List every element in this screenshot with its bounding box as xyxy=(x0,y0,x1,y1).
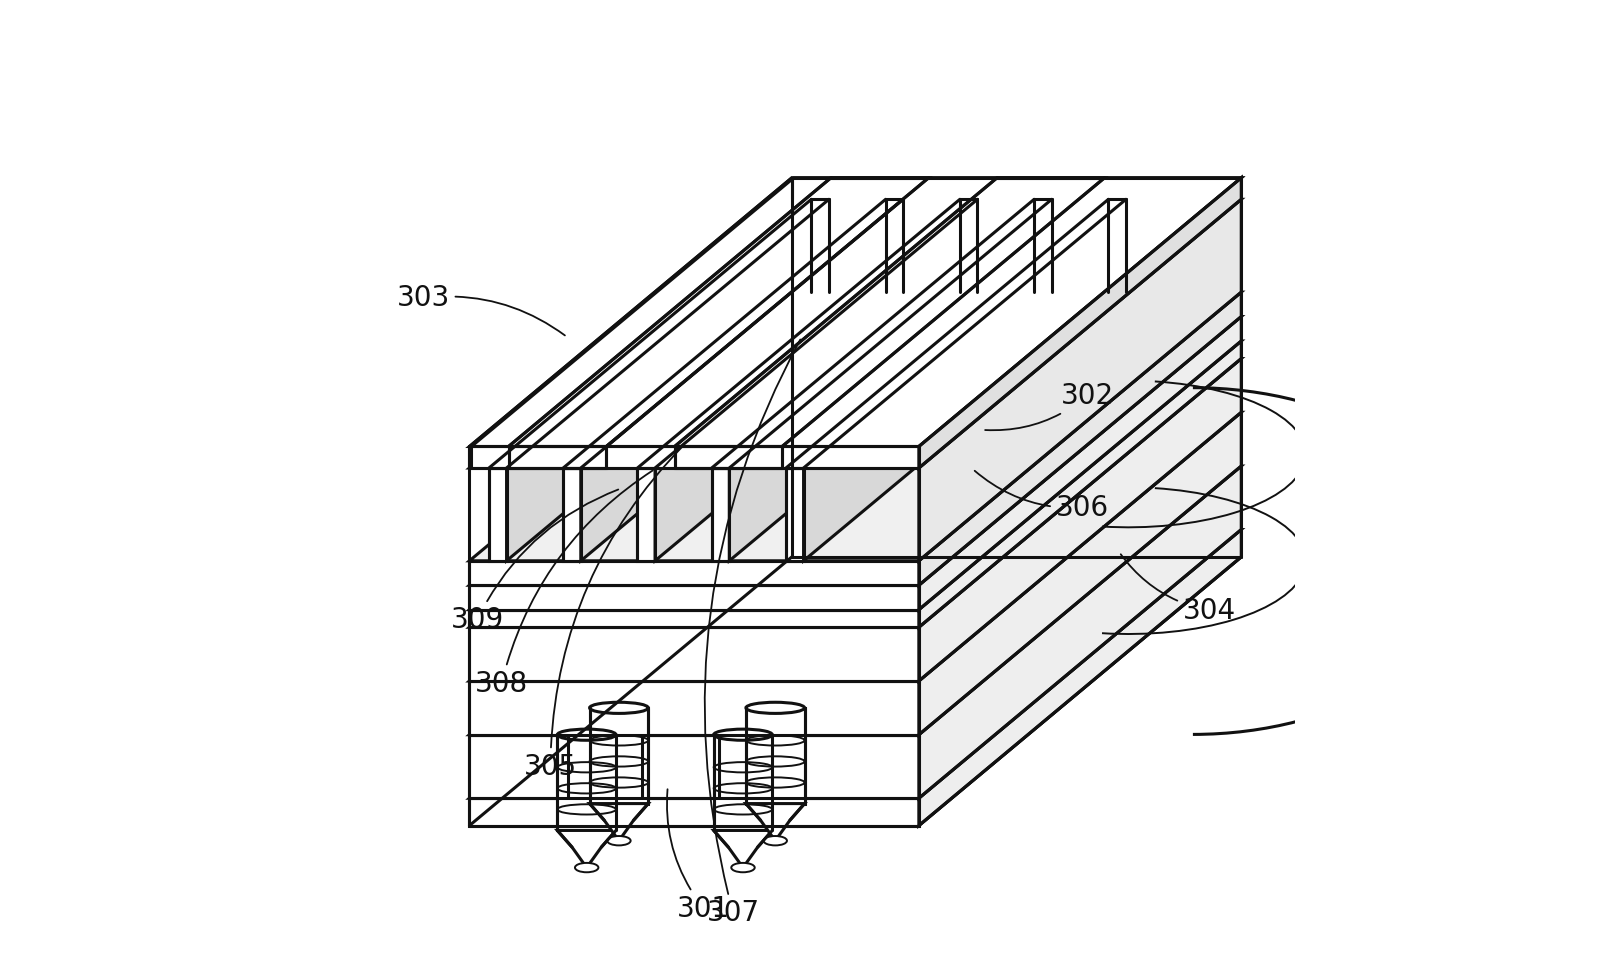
Polygon shape xyxy=(469,412,1242,681)
Ellipse shape xyxy=(574,863,598,872)
Polygon shape xyxy=(469,610,919,627)
Polygon shape xyxy=(469,530,1242,798)
Polygon shape xyxy=(558,735,616,830)
Text: 306: 306 xyxy=(974,471,1108,522)
Polygon shape xyxy=(919,359,1242,681)
Polygon shape xyxy=(919,530,1242,826)
Polygon shape xyxy=(919,199,1242,561)
Text: 309: 309 xyxy=(450,489,618,634)
Polygon shape xyxy=(469,735,919,798)
Ellipse shape xyxy=(713,729,773,741)
Polygon shape xyxy=(637,468,655,561)
Polygon shape xyxy=(469,359,1242,627)
Polygon shape xyxy=(558,830,616,868)
Polygon shape xyxy=(563,199,903,468)
Polygon shape xyxy=(469,199,1242,468)
Polygon shape xyxy=(469,627,919,681)
Text: 308: 308 xyxy=(474,471,653,698)
Ellipse shape xyxy=(606,836,631,845)
Polygon shape xyxy=(471,178,1242,446)
Polygon shape xyxy=(508,446,606,468)
Ellipse shape xyxy=(558,729,616,741)
Polygon shape xyxy=(469,178,1242,446)
Polygon shape xyxy=(489,468,506,561)
Polygon shape xyxy=(590,707,648,803)
Polygon shape xyxy=(803,199,1126,561)
Polygon shape xyxy=(506,199,829,561)
Polygon shape xyxy=(469,585,919,610)
Polygon shape xyxy=(919,412,1242,735)
Text: 305: 305 xyxy=(524,446,682,781)
Polygon shape xyxy=(711,199,1052,468)
Text: 304: 304 xyxy=(1121,554,1236,624)
Polygon shape xyxy=(489,199,829,468)
Polygon shape xyxy=(508,178,929,446)
Polygon shape xyxy=(469,681,919,735)
Polygon shape xyxy=(469,317,1242,585)
Polygon shape xyxy=(469,292,1242,561)
Polygon shape xyxy=(563,468,581,561)
Polygon shape xyxy=(919,292,1242,585)
Polygon shape xyxy=(469,341,1242,610)
Polygon shape xyxy=(919,341,1242,627)
Polygon shape xyxy=(581,199,903,561)
Polygon shape xyxy=(711,468,729,561)
Ellipse shape xyxy=(745,702,805,713)
Polygon shape xyxy=(713,735,773,830)
Polygon shape xyxy=(674,178,1105,446)
Text: 303: 303 xyxy=(397,284,565,335)
Text: 301: 301 xyxy=(666,789,731,922)
Polygon shape xyxy=(786,199,1126,468)
Polygon shape xyxy=(713,830,773,868)
Polygon shape xyxy=(469,798,919,826)
Polygon shape xyxy=(469,466,1242,735)
Ellipse shape xyxy=(590,702,648,713)
Text: 302: 302 xyxy=(986,382,1113,430)
Polygon shape xyxy=(919,178,1242,826)
Ellipse shape xyxy=(763,836,787,845)
Polygon shape xyxy=(919,466,1242,798)
Polygon shape xyxy=(674,446,782,468)
Polygon shape xyxy=(469,561,919,585)
Polygon shape xyxy=(786,468,803,561)
Polygon shape xyxy=(655,199,977,561)
Polygon shape xyxy=(919,178,1242,468)
Polygon shape xyxy=(745,803,805,840)
Polygon shape xyxy=(729,199,1052,561)
Ellipse shape xyxy=(731,863,755,872)
Text: 307: 307 xyxy=(705,340,800,927)
Polygon shape xyxy=(637,199,977,468)
Polygon shape xyxy=(471,446,919,468)
Polygon shape xyxy=(919,317,1242,610)
Polygon shape xyxy=(745,707,805,803)
Polygon shape xyxy=(590,803,648,840)
